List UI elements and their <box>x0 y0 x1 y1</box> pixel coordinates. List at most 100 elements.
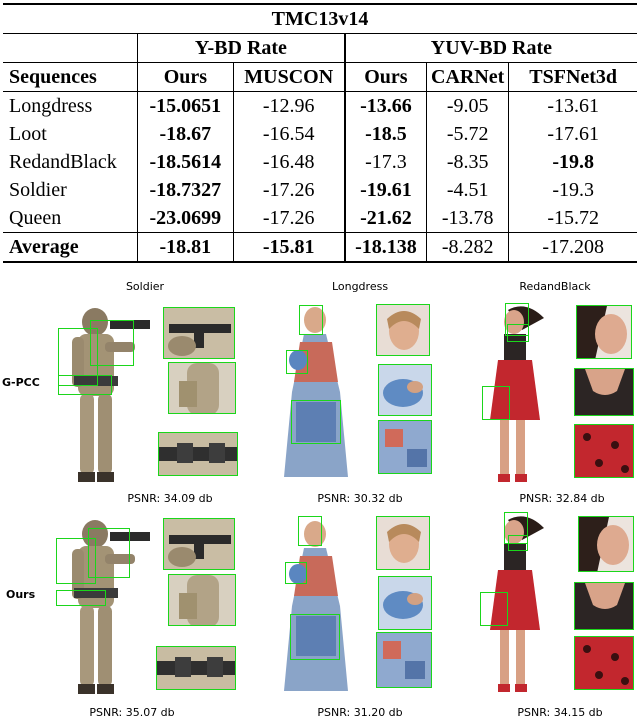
redandblack-render-ours <box>490 516 544 692</box>
column-title-longdress: Longdress <box>331 280 389 293</box>
psnr-redandblack-gpcc: PNSR: 32.84 db <box>519 492 605 505</box>
table-cell: -13.78 <box>426 204 510 233</box>
zoom-region-box <box>88 528 130 578</box>
table-cell: -17.26 <box>233 176 346 204</box>
col-header-carnet: CARNet <box>426 62 510 92</box>
longdress-render-gpcc <box>284 307 348 477</box>
zoom-crop-redandblack-neck-gpcc <box>574 368 634 416</box>
table-cell: -23.0699 <box>137 204 234 233</box>
zoom-crop-redandblack-neck-ours <box>574 582 634 630</box>
table-cell: -15.81 <box>233 232 346 263</box>
soldier-render-ours <box>72 520 150 694</box>
zoom-region-box <box>58 375 112 395</box>
zoom-crop-redandblack-dress-gpcc <box>574 424 634 478</box>
zoom-region-box <box>291 400 341 444</box>
zoom-crop-longdress-skirt-ours <box>376 632 432 688</box>
group-header-ybd: Y-BD Rate <box>137 33 346 63</box>
row-label-gpcc: G-PCC <box>2 376 40 389</box>
table-cell: -13.61 <box>508 91 637 120</box>
table-cell: -8.35 <box>426 148 510 176</box>
psnr-redandblack-ours: PSNR: 34.15 db <box>517 706 603 719</box>
table-cell: -4.51 <box>426 176 510 204</box>
table-cell: -21.62 <box>344 204 428 233</box>
zoom-crop-longdress-hand-gpcc <box>378 364 432 416</box>
zoom-crop-soldier-arm-ours <box>168 574 236 626</box>
zoom-region-box <box>90 320 134 366</box>
soldier-render-gpcc <box>72 308 150 482</box>
column-title-soldier: Soldier <box>125 280 165 293</box>
row-label: Loot <box>3 120 139 148</box>
redandblack-render-gpcc <box>490 306 544 482</box>
table-cell: -9.05 <box>426 91 510 120</box>
zoom-region-box <box>504 512 528 544</box>
row-label-ours: Ours <box>6 588 36 601</box>
col-header-tsfnet3d: TSFNet3d <box>508 62 637 92</box>
zoom-region-box <box>285 562 307 584</box>
psnr-longdress-gpcc: PSNR: 30.32 db <box>317 492 403 505</box>
table-cell: -18.81 <box>137 232 234 263</box>
zoom-crop-soldier-gun-gpcc <box>163 307 235 359</box>
table-cell: -18.138 <box>344 232 428 263</box>
table-cell: -18.5 <box>344 120 428 148</box>
zoom-crop-soldier-arm-gpcc <box>168 362 236 414</box>
zoom-crop-redandblack-face-gpcc <box>576 305 632 359</box>
table-cell: -18.5614 <box>137 148 234 176</box>
column-title-redandblack: RedandBlack <box>519 280 591 293</box>
psnr-soldier-ours: PSNR: 35.07 db <box>89 706 175 719</box>
table-cell: -17.3 <box>344 148 428 176</box>
zoom-crop-soldier-belt-gpcc <box>158 432 238 476</box>
comparison-figure: Soldier Longdress RedandBlack G-PCC Ours <box>0 272 640 721</box>
zoom-crop-soldier-gun-ours <box>163 518 235 570</box>
zoom-region-box <box>56 590 106 606</box>
zoom-crop-redandblack-face-ours <box>578 516 634 572</box>
table-cell: -17.61 <box>547 122 599 145</box>
table-cell: -16.54 <box>233 120 346 148</box>
zoom-crop-longdress-face-gpcc <box>376 304 430 356</box>
zoom-region-box <box>298 516 322 546</box>
zoom-region-box <box>507 324 529 342</box>
table-cell: -15.0651 <box>137 91 234 120</box>
zoom-crop-longdress-skirt-gpcc <box>378 420 432 474</box>
psnr-soldier-gpcc: PSNR: 34.09 db <box>127 492 213 505</box>
table-cell: -5.72 <box>426 120 510 148</box>
zoom-region-box <box>286 350 308 374</box>
row-label: Longdress <box>3 91 139 120</box>
table-cell: -16.48 <box>233 148 346 176</box>
zoom-region-box <box>299 305 323 335</box>
table-row: Average -18.81 -15.81 -18.138 -8.282 -17… <box>3 232 637 263</box>
zoom-region-box <box>58 328 98 386</box>
table-cell: -19.3 <box>552 178 594 201</box>
table-row: RedandBlack -18.5614 -16.48 -17.3 -8.35 … <box>3 148 637 176</box>
zoom-crop-soldier-belt-ours <box>156 646 236 690</box>
zoom-region-box <box>505 303 529 336</box>
results-table: TMC13v14 Y-BD Rate YUV-BD Rate Sequences… <box>3 3 637 263</box>
row-label: RedandBlack <box>3 148 139 176</box>
col-header-ours-y: Ours <box>137 62 234 92</box>
zoom-region-box <box>480 592 508 626</box>
table-row: Longdress -15.0651 -12.96 -13.66 -9.05 -… <box>3 91 637 120</box>
table-row: Loot -18.67 -16.54 -18.5 -5.72 -17.61 <box>3 120 637 148</box>
zoom-crop-redandblack-dress-ours <box>574 636 634 690</box>
table-cell: -19.8 <box>552 150 594 173</box>
table-title: TMC13v14 <box>3 3 637 34</box>
table-cell: -18.67 <box>137 120 234 148</box>
table-cell: -8.282 <box>426 232 510 263</box>
col-header-muscon: MUSCON <box>233 62 346 92</box>
table-row: Soldier -18.7327 -17.26 -19.61 -4.51 -19… <box>3 176 637 204</box>
row-label: Queen <box>3 204 139 233</box>
psnr-longdress-ours: PSNR: 31.20 db <box>317 706 403 719</box>
table-cell: -15.72 <box>547 206 599 229</box>
zoom-region-box <box>290 614 340 660</box>
row-label: Soldier <box>3 176 139 204</box>
zoom-region-box <box>482 386 510 420</box>
table-cell: -18.7327 <box>137 176 234 204</box>
group-header-yuvbd: YUV-BD Rate <box>344 33 637 63</box>
table-cell: -17.26 <box>233 204 346 233</box>
zoom-crop-longdress-hand-ours <box>378 576 432 630</box>
zoom-region-box <box>56 538 96 584</box>
row-label: Average <box>3 232 139 263</box>
col-header-sequences: Sequences <box>3 62 139 92</box>
col-header-ours-yuv: Ours <box>344 62 428 92</box>
zoom-crop-longdress-face-ours <box>376 516 430 570</box>
table-cell: -17.208 <box>508 232 637 263</box>
